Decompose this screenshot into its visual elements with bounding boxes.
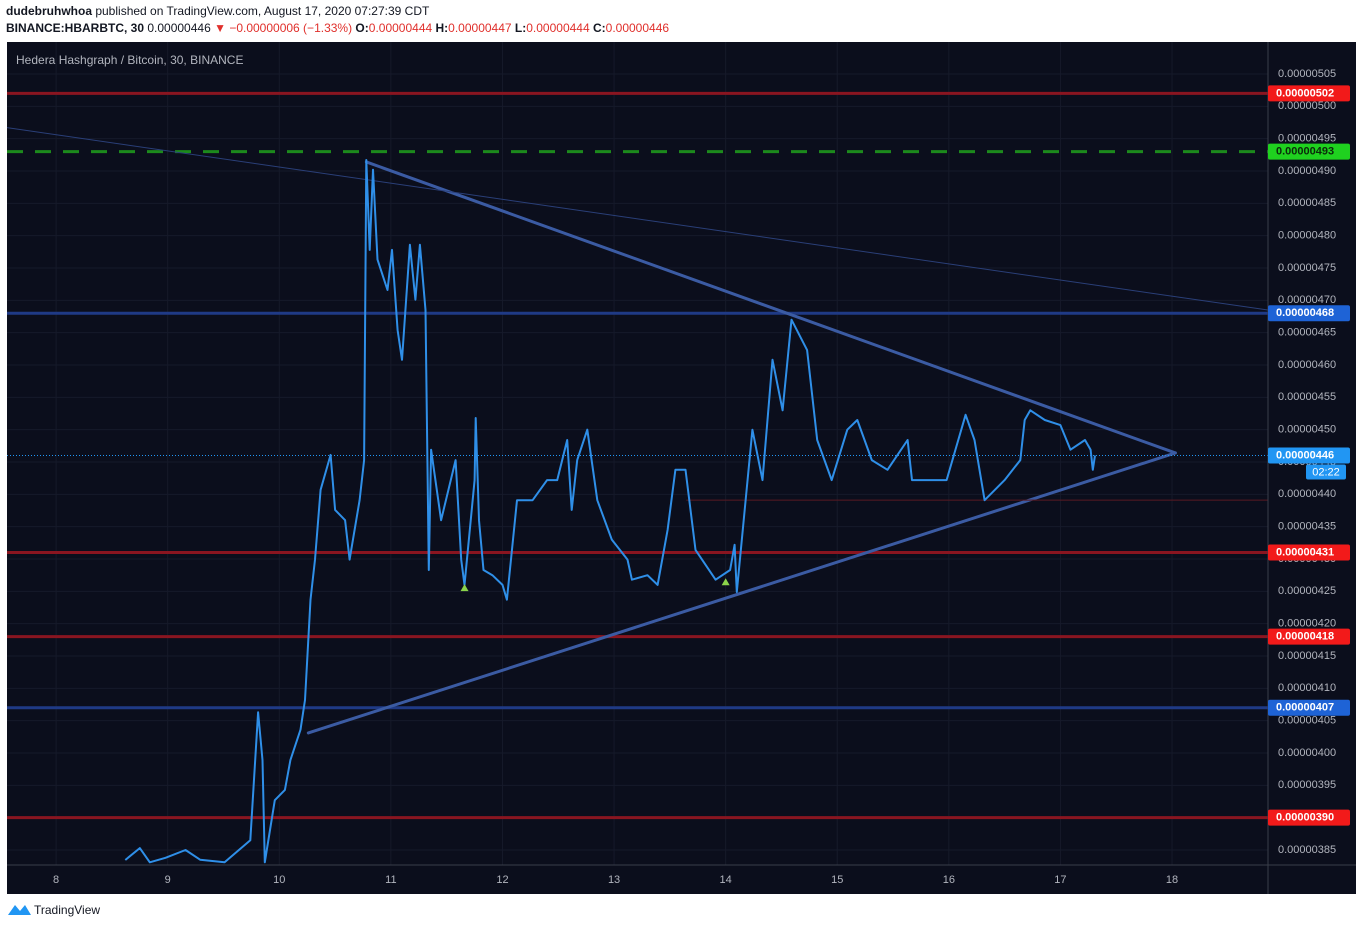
ohlc-value: 0.00000444: [526, 21, 590, 35]
x-tick-label: 8: [53, 874, 59, 886]
change: −0.00000006 (−1.33%): [226, 21, 355, 35]
level-badge: [1268, 809, 1350, 826]
grid: [7, 42, 1268, 865]
y-tick-label: 0.00000475: [1278, 262, 1336, 274]
signal-marker: [721, 578, 730, 586]
countdown-label: 02:22: [1312, 466, 1340, 478]
y-tick-label: 0.00000455: [1278, 391, 1336, 403]
y-tick-label: 0.00000415: [1278, 650, 1336, 662]
symbol: BINANCE:HBARBTC, 30: [6, 21, 144, 35]
last-price-badge: [1268, 447, 1350, 464]
x-tick-label: 18: [1166, 874, 1178, 886]
trendline: [7, 127, 1268, 311]
y-tick-label: 0.00000470: [1278, 294, 1336, 306]
level-label: 0.00000468: [1276, 307, 1334, 319]
trendline: [306, 451, 1177, 735]
level-label: 0.00000390: [1276, 812, 1334, 824]
level-label: 0.00000418: [1276, 631, 1334, 643]
level-badge: [1268, 544, 1350, 561]
y-tick-label: 0.00000495: [1278, 133, 1336, 145]
published: published on TradingView.com, August 17,…: [92, 4, 430, 18]
y-tick-label: 0.00000460: [1278, 359, 1336, 371]
y-tick-label: 0.00000410: [1278, 682, 1336, 694]
y-tick-label: 0.00000405: [1278, 715, 1336, 727]
level-label: 0.00000407: [1276, 702, 1334, 714]
trendline: [364, 160, 1177, 455]
plot: [7, 91, 1268, 864]
y-tick-label: 0.00000450: [1278, 424, 1336, 436]
user: dudebruhwhoa: [6, 4, 92, 18]
ohlc-key: H:: [432, 21, 448, 35]
y-tick-label: 0.00000480: [1278, 230, 1336, 242]
footer-brand: TradingView: [34, 903, 100, 917]
y-tick-label: 0.00000420: [1278, 618, 1336, 630]
level-badge: [1268, 143, 1350, 160]
ohlc-value: 0.00000446: [606, 21, 670, 35]
ohlc-key: O:: [355, 21, 368, 35]
chart-title: Hedera Hashgraph / Bitcoin, 30, BINANCE: [16, 53, 243, 67]
y-tick-label: 0.00000490: [1278, 165, 1336, 177]
ohlc-value: 0.00000447: [448, 21, 512, 35]
y-tick-label: 0.00000395: [1278, 779, 1336, 791]
y-tick-label: 0.00000435: [1278, 521, 1336, 533]
header-line-1: dudebruhwhoa published on TradingView.co…: [6, 4, 430, 18]
level-label: 0.00000502: [1276, 87, 1334, 99]
logo: [8, 905, 31, 915]
level-badge: [1268, 628, 1350, 645]
header-line-2: BINANCE:HBARBTC, 30 0.00000446 ▼ −0.0000…: [6, 21, 669, 35]
x-tick-label: 16: [943, 874, 955, 886]
y-tick-label: 0.00000440: [1278, 488, 1336, 500]
level-label: 0.00000493: [1276, 146, 1334, 158]
chart-background: [7, 42, 1356, 894]
ohlc-value: 0.00000444: [369, 21, 433, 35]
countdown-badge: [1306, 464, 1346, 480]
y-tick-label: 0.00000500: [1278, 100, 1336, 112]
x-tick-label: 15: [831, 874, 843, 886]
price: 0.00000446: [144, 21, 214, 35]
ohlc-key: L:: [512, 21, 527, 35]
x-tick-label: 13: [608, 874, 620, 886]
x-tick-label: 12: [496, 874, 508, 886]
signal-marker: [460, 584, 469, 592]
y-tick-label: 0.00000425: [1278, 585, 1336, 597]
y-tick-label: 0.00000485: [1278, 197, 1336, 209]
ohlc-key: C:: [590, 21, 606, 35]
y-tick-label: 0.00000385: [1278, 844, 1336, 856]
y-tick-label: 0.00000505: [1278, 68, 1336, 80]
y-tick-label: 0.00000465: [1278, 327, 1336, 339]
change-arrow: ▼: [214, 21, 226, 35]
y-tick-label: 0.00000400: [1278, 747, 1336, 759]
axes: 0.00000385 0.00000390 0.00000395 0.00000400…: [53, 68, 1350, 886]
level-badge: [1268, 305, 1350, 322]
level-badge: [1268, 699, 1350, 716]
x-tick-label: 9: [165, 874, 171, 886]
last-price-label: 0.00000446: [1276, 449, 1334, 461]
x-tick-label: 17: [1054, 874, 1066, 886]
x-tick-label: 14: [720, 874, 732, 886]
level-badge: [1268, 85, 1350, 102]
x-tick-label: 11: [385, 874, 396, 886]
x-tick-label: 10: [273, 874, 285, 886]
price-line: [124, 159, 1096, 864]
level-label: 0.00000431: [1276, 546, 1334, 558]
